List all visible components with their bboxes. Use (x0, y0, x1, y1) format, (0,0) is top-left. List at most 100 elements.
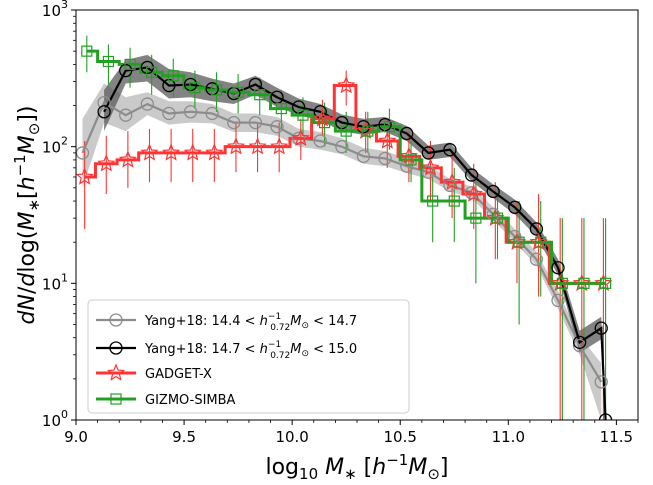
series-2-point (443, 172, 462, 190)
series-1-point (572, 335, 587, 349)
x-tick-label: 9.5 (172, 428, 196, 446)
series-1-point (248, 77, 263, 92)
series-3-point (448, 195, 460, 207)
legend-marker (106, 363, 126, 381)
series-1-point (598, 413, 613, 420)
series-1-point (443, 143, 457, 157)
series-3-point (427, 195, 439, 207)
series-1-point (97, 105, 111, 119)
series-2-point (356, 121, 375, 139)
series-2-point (162, 143, 181, 161)
series-2-point (118, 150, 137, 168)
series-3-point (383, 121, 396, 133)
y-tick-label: 103 (42, 0, 68, 20)
series-2-point (248, 137, 267, 155)
x-axis-ticks: 9.0 9.5 10.0 10.5 11.0 11.5 (64, 420, 639, 446)
series-3-point (102, 55, 115, 68)
series-1-point (551, 261, 565, 275)
series-3-point (254, 89, 266, 101)
x-tick-label: 10.0 (275, 428, 308, 446)
series-0-point (335, 140, 349, 154)
series-0-point (205, 106, 219, 121)
series-1-point (119, 63, 133, 78)
series-3-line (86, 49, 606, 285)
series-2-point (291, 128, 310, 147)
series-1-point (183, 77, 198, 92)
series-2-point (76, 167, 94, 185)
series-3-point (297, 109, 309, 121)
series-0-point (551, 293, 565, 308)
series-3-point (167, 70, 179, 82)
series-2-point (183, 143, 202, 161)
legend-marker (109, 341, 123, 355)
series-3-point (146, 66, 158, 78)
series-2-point (399, 146, 418, 165)
y-axis-ticks: 100 101 102 103 (42, 0, 76, 430)
series-3-point (556, 277, 568, 289)
series-2-point (226, 137, 246, 155)
series-3-point (275, 102, 287, 115)
series-2-point (205, 143, 224, 161)
series-2-point (270, 137, 289, 155)
y-tick-label: 100 (42, 408, 68, 430)
series-3-point (405, 154, 417, 166)
series-2-point (421, 158, 440, 176)
series-0-point (248, 115, 263, 130)
series-3-point (535, 236, 547, 248)
legend-entry-label: Yang+18: 14.7 < h−1 0.72M⊙ < 15.0 (144, 340, 357, 361)
series-2-point (594, 273, 613, 292)
series-1-point (421, 146, 435, 160)
series-2-point (529, 232, 548, 250)
series-markers (76, 45, 613, 420)
series-0-point (572, 338, 587, 353)
series-1-point (356, 120, 371, 134)
series-0-point (97, 95, 111, 110)
series-0-point (486, 207, 500, 221)
series-1-point (594, 321, 608, 335)
series-3-point (124, 58, 136, 70)
series-3-point (210, 84, 223, 96)
series-0-point (529, 252, 544, 266)
series-3-point (470, 212, 482, 224)
legend-entry-label: GADGET-X (145, 367, 212, 382)
x-tick-label: 9.0 (64, 428, 88, 446)
legend-box (87, 299, 410, 414)
series-3-point (189, 82, 201, 94)
x-tick-label: 11.5 (600, 428, 633, 446)
series-3-point (513, 236, 525, 248)
series-0-point (378, 151, 392, 166)
series-2-point (140, 143, 159, 161)
series-0-point (162, 106, 176, 121)
series-1-point (529, 222, 544, 236)
series-3-point (362, 125, 374, 137)
series-2-line (84, 84, 604, 285)
legend-marker (109, 313, 123, 327)
series-0-point (227, 115, 241, 130)
legend: Yang+18: 14.4 < h−1 0.72M⊙ < 14.7 Yang+18:… (87, 299, 410, 414)
series-0-point (270, 120, 284, 134)
series-0-point (119, 108, 133, 122)
series-2-point (378, 131, 397, 149)
series-0-band (82, 83, 602, 420)
series-2-point (313, 109, 332, 127)
series-1-point (486, 184, 500, 199)
y-axis-label: dN/dlog(M∗[h−1M⊙]) (11, 106, 43, 325)
series-3-point (81, 45, 93, 57)
series-2-point (507, 232, 527, 250)
series-2-point (464, 184, 483, 202)
series-1-point (291, 100, 306, 114)
series-1-point (400, 126, 414, 141)
series-3-point (491, 212, 504, 224)
series-3-point (318, 117, 331, 129)
y-tick-label: 101 (42, 271, 68, 293)
series-2-point (97, 154, 116, 172)
series-0-point (183, 105, 198, 119)
series-0-line (81, 101, 603, 383)
series-3-point (340, 125, 352, 137)
series-3-point (578, 277, 590, 289)
series-0-point (400, 159, 414, 173)
series-1-point (464, 168, 479, 182)
x-tick-label: 10.5 (384, 428, 417, 446)
series-2-point (337, 76, 356, 94)
